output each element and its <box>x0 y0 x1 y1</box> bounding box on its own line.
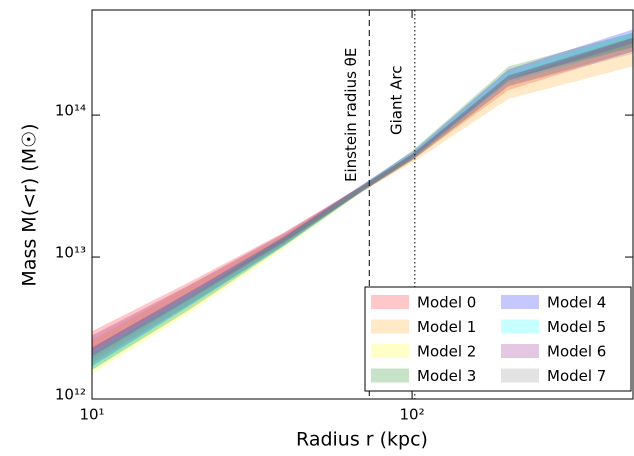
band <box>92 29 633 367</box>
band <box>92 37 633 354</box>
legend-label: Model 3 <box>417 367 476 385</box>
legend-box <box>364 286 632 392</box>
legend-swatch <box>371 319 409 334</box>
legend-label: Model 5 <box>547 318 606 336</box>
band <box>92 32 633 371</box>
plot-area <box>92 29 633 375</box>
annotation: Giant Arc <box>387 66 405 136</box>
y-axis-title: Mass M(<r) (M☉) <box>19 123 41 286</box>
x-axis-title: Radius r (kpc) <box>296 429 428 451</box>
annotation: Einstein radius θE <box>342 48 360 182</box>
legend-swatch <box>371 295 409 309</box>
y-tick-label: 10¹⁴ <box>55 102 86 120</box>
legend-swatch <box>371 344 409 358</box>
legend-label: Model 0 <box>417 294 476 312</box>
band <box>92 37 633 357</box>
y-tick-label: 10¹³ <box>55 244 86 262</box>
legend-label: Model 6 <box>547 343 606 361</box>
x-tick-label: 10¹ <box>79 406 104 424</box>
legend-swatch <box>501 319 539 334</box>
legend-label: Model 7 <box>547 367 606 385</box>
legend-swatch <box>501 344 539 358</box>
legend-label: Model 4 <box>547 294 606 312</box>
plot-frame <box>91 9 634 400</box>
x-tick-label: 10² <box>400 406 425 424</box>
legend-swatch <box>501 368 539 383</box>
y-tick-label: 10¹² <box>55 386 86 404</box>
legend-label: Model 1 <box>417 318 476 336</box>
legend-swatch <box>371 368 409 383</box>
legend-label: Model 2 <box>417 343 476 361</box>
legend-swatch <box>501 295 539 309</box>
